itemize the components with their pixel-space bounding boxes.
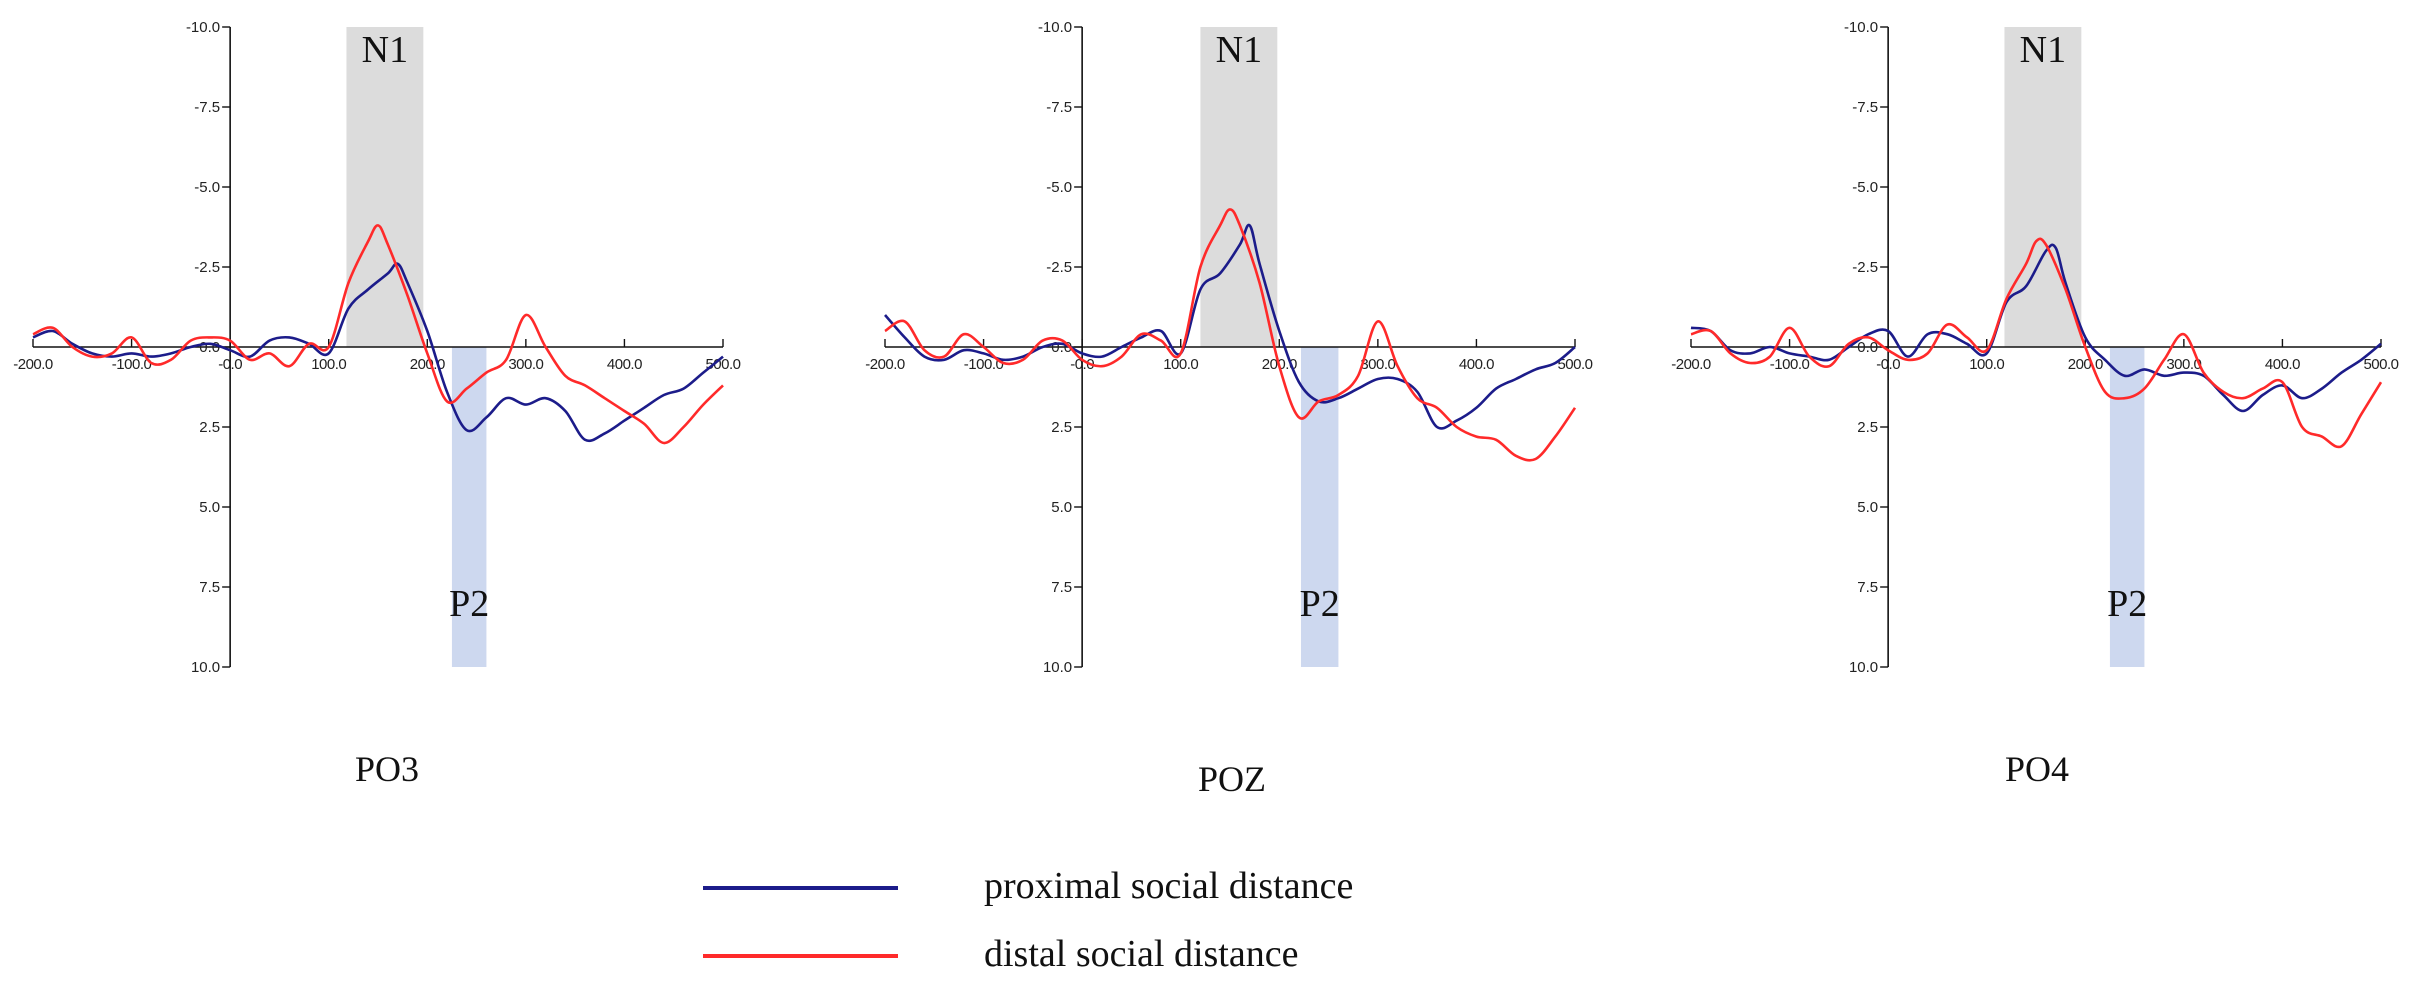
series-line-distal [884, 208, 1577, 462]
series-line-distal [32, 224, 724, 445]
series-line-proximal [884, 223, 1576, 430]
legend: proximal social distance distal social d… [703, 865, 1353, 975]
x-tick-label: -0.0 [1070, 356, 1094, 373]
y-tick-label: -10.0 [186, 19, 220, 36]
component-window-n1 [346, 27, 424, 347]
x-tick-label: -200.0 [865, 356, 905, 373]
y-tick-label: -10.0 [1038, 19, 1072, 36]
y-tick-label: -2.5 [1852, 259, 1878, 276]
panel-poz: -10.0-7.5-5.0-2.50.02.55.07.510.0-200.0-… [865, 19, 1593, 676]
component-label-p2: P2 [1300, 583, 1340, 625]
x-tick-label: 100.0 [1969, 356, 2004, 373]
y-tick-label: -5.0 [194, 179, 220, 196]
x-tick-label: -100.0 [964, 356, 1004, 373]
y-tick-label: 2.5 [1051, 419, 1072, 436]
component-window-p2 [451, 347, 487, 667]
y-tick-label: 5.0 [1051, 499, 1072, 516]
y-tick-label: 7.5 [1857, 579, 1878, 596]
legend-label-proximal: proximal social distance [984, 865, 1353, 907]
y-tick-label: 7.5 [1051, 579, 1072, 596]
x-tick-label: -0.0 [1876, 356, 1900, 373]
panel-po3: -10.0 -7.5 -5.0 -2.5 0.0 2.5 5.0 7.5 10.0 -200.0 -… [13, 19, 741, 676]
series-line-proximal [32, 262, 724, 443]
x-tick-label: 500.0 [1557, 356, 1592, 373]
y-tick-label: -2.5 [194, 259, 220, 276]
component-label-n1: N1 [1216, 29, 1262, 71]
y-tick-label: 10.0 [191, 659, 220, 676]
x-tick-label: -200.0 [13, 356, 53, 373]
component-window-n1 [1200, 27, 1278, 347]
y-tick-label: -5.0 [1852, 179, 1878, 196]
y-tick-label: 10.0 [1043, 659, 1072, 676]
y-tick-label: 0.0 [199, 339, 220, 356]
x-tick-label: 200.0 [2068, 356, 2103, 373]
x-tick-label: 400.0 [2265, 356, 2300, 373]
panel-title-po4: PO4 [2005, 749, 2069, 789]
panel-title-poz: POZ [1198, 759, 1266, 799]
x-tick-label: -0.0 [218, 356, 242, 373]
x-tick-label: -100.0 [112, 356, 152, 373]
component-label-n1: N1 [2020, 29, 2066, 71]
y-tick-label: 2.5 [199, 419, 220, 436]
y-tick-label: 7.5 [199, 579, 220, 596]
y-tick-label: 0.0 [1857, 339, 1878, 356]
x-tick-label: 300.0 [2166, 356, 2201, 373]
x-tick-label: -100.0 [1770, 356, 1810, 373]
y-tick-label: 5.0 [199, 499, 220, 516]
y-tick-label: -7.5 [1852, 99, 1878, 116]
x-tick-label: 100.0 [311, 356, 346, 373]
y-tick-label: -5.0 [1046, 179, 1072, 196]
x-tick-label: 300.0 [508, 356, 543, 373]
x-tick-label: 500.0 [705, 356, 740, 373]
panel-title-po3: PO3 [355, 749, 419, 789]
y-tick-label: 10.0 [1849, 659, 1878, 676]
panel-po4: -10.0 -7.5 -5.0 -2.5 0.0 2.5 5.0 7.5 10.0 -200.0 -… [1671, 19, 2399, 676]
x-tick-label: 100.0 [1163, 356, 1198, 373]
x-tick-label: 500.0 [2363, 356, 2398, 373]
x-tick-label: 400.0 [607, 356, 642, 373]
component-label-p2: P2 [449, 583, 489, 625]
x-tick-label: 400.0 [1459, 356, 1494, 373]
component-window-p2 [2109, 347, 2145, 667]
y-tick-label: -2.5 [1046, 259, 1072, 276]
legend-label-distal: distal social distance [984, 933, 1298, 975]
series-line-distal [1690, 237, 2383, 449]
y-tick-label: -7.5 [1046, 99, 1072, 116]
y-tick-label: -10.0 [1844, 19, 1878, 36]
y-tick-label: 2.5 [1857, 419, 1878, 436]
x-tick-label: 300.0 [1360, 356, 1395, 373]
x-tick-label: -200.0 [1671, 356, 1711, 373]
component-label-p2: P2 [2107, 583, 2147, 625]
y-tick-label: 5.0 [1857, 499, 1878, 516]
y-tick-label: -7.5 [194, 99, 220, 116]
component-label-n1: N1 [362, 29, 408, 71]
